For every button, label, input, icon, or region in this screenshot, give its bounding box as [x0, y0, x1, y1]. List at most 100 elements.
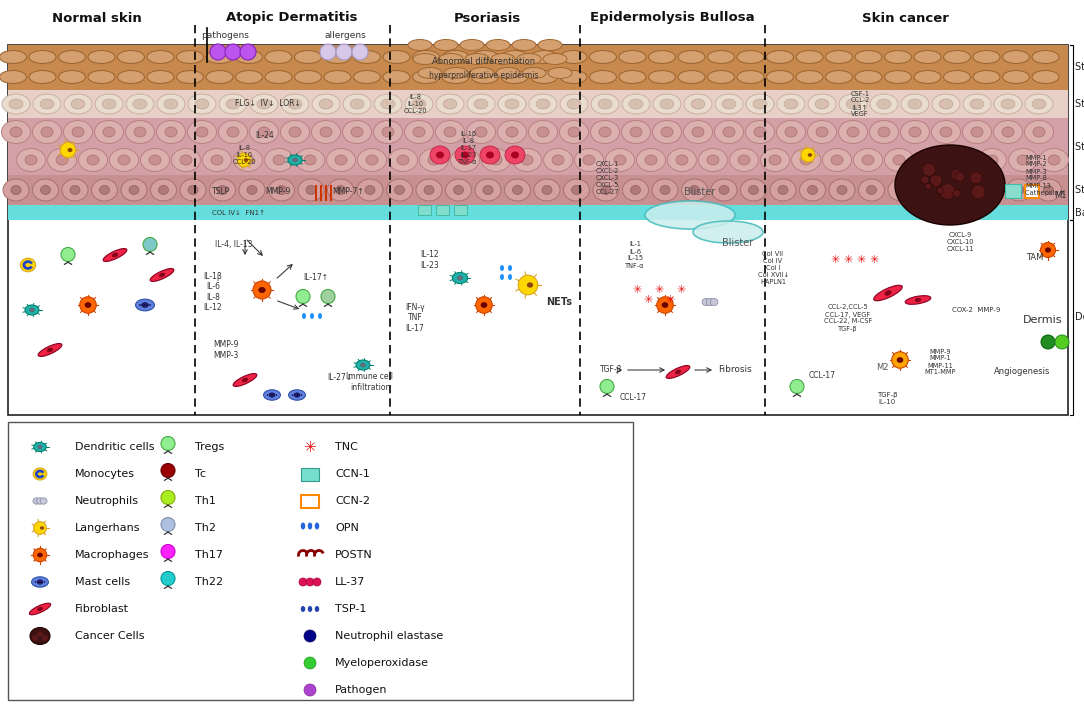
- Ellipse shape: [963, 121, 992, 143]
- Ellipse shape: [689, 186, 699, 194]
- Ellipse shape: [219, 121, 247, 143]
- Ellipse shape: [707, 155, 719, 165]
- Ellipse shape: [164, 99, 178, 109]
- Ellipse shape: [839, 94, 867, 114]
- Ellipse shape: [320, 127, 332, 137]
- Ellipse shape: [521, 155, 533, 165]
- Ellipse shape: [491, 53, 515, 65]
- Ellipse shape: [180, 155, 192, 165]
- Ellipse shape: [766, 50, 793, 64]
- Ellipse shape: [288, 390, 306, 400]
- Ellipse shape: [129, 186, 139, 194]
- Ellipse shape: [777, 94, 805, 114]
- Ellipse shape: [622, 179, 648, 201]
- Ellipse shape: [209, 179, 235, 201]
- Ellipse shape: [38, 445, 42, 449]
- Ellipse shape: [715, 94, 743, 114]
- Ellipse shape: [583, 155, 595, 165]
- Ellipse shape: [619, 70, 646, 84]
- Ellipse shape: [506, 127, 518, 137]
- Ellipse shape: [296, 148, 324, 172]
- Ellipse shape: [815, 99, 829, 109]
- Ellipse shape: [855, 50, 882, 64]
- Text: IL-27↓: IL-27↓: [327, 374, 352, 382]
- Ellipse shape: [33, 498, 40, 504]
- Ellipse shape: [601, 186, 611, 194]
- Ellipse shape: [150, 269, 173, 281]
- Circle shape: [269, 394, 271, 396]
- Ellipse shape: [831, 155, 843, 165]
- Ellipse shape: [885, 50, 912, 64]
- Ellipse shape: [196, 127, 208, 137]
- Ellipse shape: [622, 94, 650, 114]
- Ellipse shape: [324, 50, 351, 64]
- Circle shape: [61, 247, 75, 262]
- Ellipse shape: [534, 179, 560, 201]
- Ellipse shape: [896, 186, 906, 194]
- Ellipse shape: [796, 50, 823, 64]
- Ellipse shape: [264, 70, 292, 84]
- Ellipse shape: [496, 67, 520, 79]
- Ellipse shape: [159, 273, 165, 277]
- Ellipse shape: [888, 179, 914, 201]
- Ellipse shape: [118, 155, 130, 165]
- Ellipse shape: [816, 127, 828, 137]
- Ellipse shape: [648, 50, 675, 64]
- Ellipse shape: [34, 522, 47, 535]
- Ellipse shape: [300, 523, 306, 530]
- Ellipse shape: [62, 179, 88, 201]
- Ellipse shape: [117, 70, 144, 84]
- Text: IL-1β
IL-6
IL-8
IL-12: IL-1β IL-6 IL-8 IL-12: [204, 272, 222, 312]
- Ellipse shape: [452, 272, 467, 284]
- Ellipse shape: [335, 155, 347, 165]
- Ellipse shape: [470, 67, 494, 79]
- Circle shape: [970, 172, 982, 184]
- Ellipse shape: [909, 127, 921, 137]
- Ellipse shape: [259, 287, 266, 293]
- Ellipse shape: [219, 94, 247, 114]
- Ellipse shape: [714, 121, 744, 143]
- Ellipse shape: [636, 148, 666, 172]
- Ellipse shape: [263, 390, 281, 400]
- Ellipse shape: [684, 121, 712, 143]
- Circle shape: [1055, 335, 1069, 349]
- Ellipse shape: [645, 155, 657, 165]
- Text: Col VII
Col IV
Col I
Col XVII↓
HAPLN1: Col VII Col IV Col I Col XVII↓ HAPLN1: [758, 251, 788, 285]
- Ellipse shape: [1003, 70, 1030, 84]
- Ellipse shape: [382, 127, 393, 137]
- Ellipse shape: [243, 378, 247, 382]
- Ellipse shape: [300, 606, 306, 612]
- Ellipse shape: [157, 94, 185, 114]
- Circle shape: [925, 183, 931, 189]
- Circle shape: [296, 289, 310, 303]
- Ellipse shape: [37, 498, 43, 504]
- Ellipse shape: [1, 121, 30, 143]
- Ellipse shape: [770, 179, 796, 201]
- Text: IL-17↑: IL-17↑: [304, 272, 328, 281]
- Ellipse shape: [853, 148, 882, 172]
- Ellipse shape: [662, 303, 668, 308]
- Ellipse shape: [560, 50, 588, 64]
- Ellipse shape: [134, 127, 146, 137]
- Ellipse shape: [420, 148, 449, 172]
- Ellipse shape: [465, 53, 489, 65]
- Circle shape: [304, 684, 317, 696]
- Text: OPN: OPN: [335, 523, 359, 533]
- Ellipse shape: [748, 186, 759, 194]
- Text: IL-24: IL-24: [256, 130, 274, 140]
- Ellipse shape: [413, 70, 439, 84]
- Circle shape: [43, 581, 46, 583]
- Ellipse shape: [233, 148, 262, 172]
- Text: Th17: Th17: [195, 550, 223, 560]
- Ellipse shape: [85, 303, 91, 308]
- Ellipse shape: [513, 148, 542, 172]
- Ellipse shape: [530, 50, 557, 64]
- Ellipse shape: [158, 186, 168, 194]
- Ellipse shape: [281, 121, 310, 143]
- Ellipse shape: [33, 94, 61, 114]
- Ellipse shape: [560, 70, 588, 84]
- Ellipse shape: [963, 94, 991, 114]
- Ellipse shape: [455, 146, 475, 164]
- Ellipse shape: [970, 99, 984, 109]
- Circle shape: [162, 518, 175, 532]
